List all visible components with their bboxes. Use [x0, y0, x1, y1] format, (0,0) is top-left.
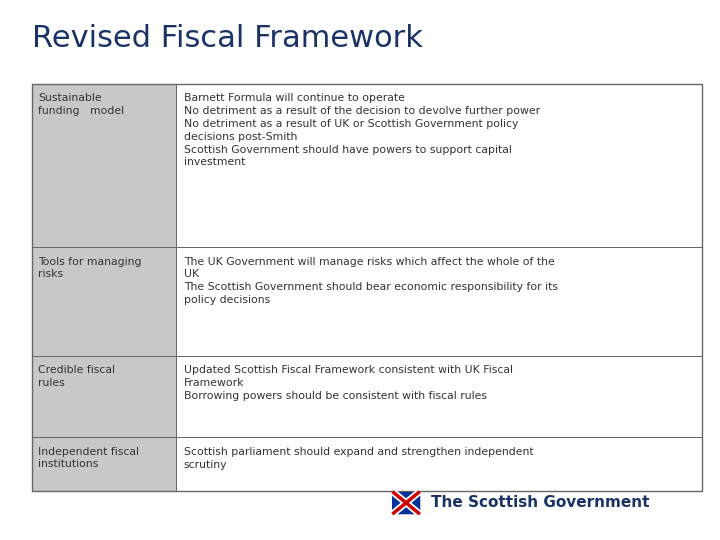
Text: Sustainable
funding   model: Sustainable funding model: [38, 93, 125, 116]
Bar: [392, 491, 420, 514]
Text: Barnett Formula will continue to operate
No detriment as a result of the decisio: Barnett Formula will continue to operate…: [184, 93, 540, 167]
Bar: [176, 247, 702, 355]
Text: Credible fiscal
rules: Credible fiscal rules: [38, 365, 115, 388]
Bar: [32, 355, 176, 437]
Text: Updated Scottish Fiscal Framework consistent with UK Fiscal
Framework
Borrowing : Updated Scottish Fiscal Framework consis…: [184, 365, 513, 401]
Bar: [32, 247, 176, 355]
Bar: [32, 437, 176, 491]
Bar: [176, 437, 702, 491]
Bar: [32, 84, 176, 247]
Text: Tools for managing
risks: Tools for managing risks: [38, 256, 142, 279]
Text: Scottish parliament should expand and strengthen independent
scrutiny: Scottish parliament should expand and st…: [184, 447, 534, 470]
Text: The UK Government will manage risks which affect the whole of the
UK
The Scottis: The UK Government will manage risks whic…: [184, 256, 557, 305]
Bar: [176, 84, 702, 247]
Text: The Scottish Government: The Scottish Government: [431, 495, 649, 510]
Text: Revised Fiscal Framework: Revised Fiscal Framework: [32, 24, 423, 53]
Bar: [32, 84, 702, 491]
Text: Independent fiscal
institutions: Independent fiscal institutions: [38, 447, 139, 469]
Bar: [176, 355, 702, 437]
Bar: [392, 491, 420, 514]
